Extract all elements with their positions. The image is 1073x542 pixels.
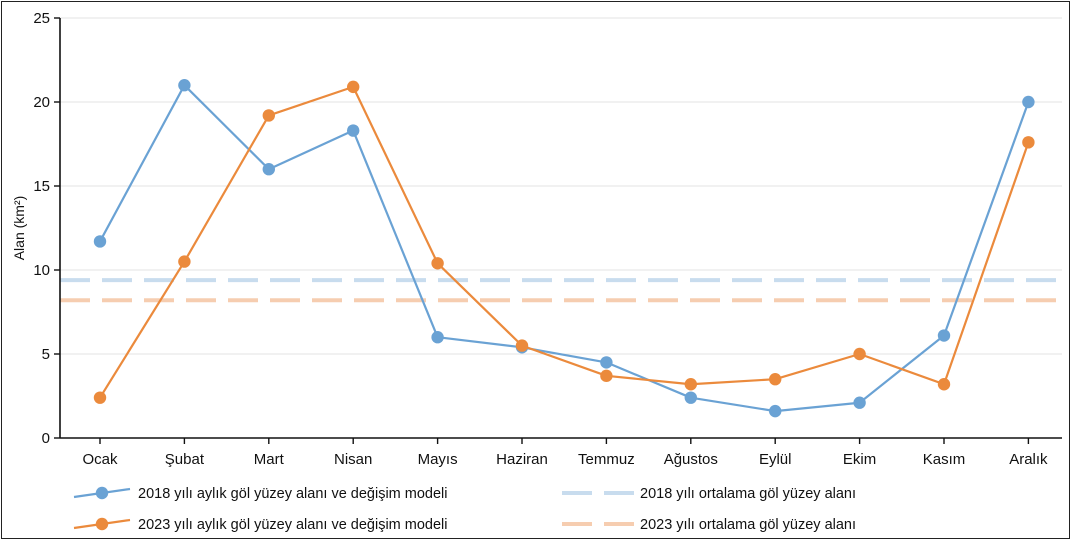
x-tick-label-11: Aralık [1009,451,1048,468]
x-tick-label-2: Mart [254,451,285,468]
series-2-point-0 [93,391,107,404]
x-tick-label-1: Şubat [165,451,205,468]
y-ticks: 0 5 10 15 20 25 [33,10,60,447]
x-tick-label-9: Ekim [843,451,876,468]
series-2-point-8 [769,373,782,386]
legend-marker-2 [95,517,109,531]
series-1-point-8 [769,404,782,418]
legend-marker-1 [95,486,109,500]
legend-label-2: 2023 yılı aylık göl yüzey alanı ve değiş… [138,517,448,533]
series-2-point-1 [178,255,191,268]
series-1-point-3 [347,124,360,137]
x-tick-label-0: Ocak [82,451,118,468]
series-2-point-10 [937,378,951,391]
series-2-point-3 [347,80,360,94]
series-1-point-10 [937,329,951,342]
series-2-point-6 [600,369,613,383]
grid-lines [60,17,1062,355]
series-2-point-7 [684,378,697,391]
series-1-point-9 [853,396,866,409]
y-tick-label-10: 10 [33,262,50,279]
series-1-point-2 [262,163,275,176]
series-group [93,79,1035,418]
series-2-point-2 [262,109,275,122]
series-2-point-5 [515,339,529,352]
axes [59,18,1062,439]
series-2-point-9 [853,347,866,361]
x-tick-label-10: Kasım [923,451,966,468]
y-tick-label-5: 5 [42,346,50,363]
series-1-point-6 [600,356,613,369]
series-1-point-7 [684,391,697,404]
y-tick-label-25: 25 [33,10,50,27]
x-ticks: Ocak Şubat Mart Nisan Mayıs Haziran Temmuz Ağus… [82,438,1048,468]
x-tick-label-3: Nisan [334,451,372,468]
legend-label-1: 2018 yılı aylık göl yüzey alanı ve değiş… [138,486,448,502]
reference-lines [60,278,1062,303]
y-axis-label: Alan (km²) [11,196,27,261]
series-1-line [99,84,1030,413]
y-tick-label-15: 15 [33,178,50,195]
series-1-point-4 [431,331,444,344]
legend-ref-label-1: 2018 yılı ortalama göl yüzey alanı [640,486,856,502]
series-2 [93,80,1035,404]
series-2-point-11 [1022,136,1035,149]
legend-ref-label-2: 2023 yılı ortalama göl yüzey alanı [640,517,856,533]
x-tick-label-4: Mayıs [418,451,458,468]
y-tick-label-0: 0 [42,430,50,447]
series-1-point-0 [93,235,107,248]
x-tick-label-5: Haziran [496,451,548,468]
series-2-line [99,85,1030,399]
series-1-point-11 [1022,95,1035,109]
y-tick-label-20: 20 [33,94,50,111]
series-1-point-1 [178,79,191,92]
x-tick-label-7: Ağustos [664,451,718,468]
legend: 2018 yılı aylık göl yüzey alanı ve değiş… [73,486,856,533]
series-2-point-4 [431,257,444,270]
x-tick-label-8: Eylül [759,451,792,468]
x-tick-label-6: Temmuz [578,451,635,468]
